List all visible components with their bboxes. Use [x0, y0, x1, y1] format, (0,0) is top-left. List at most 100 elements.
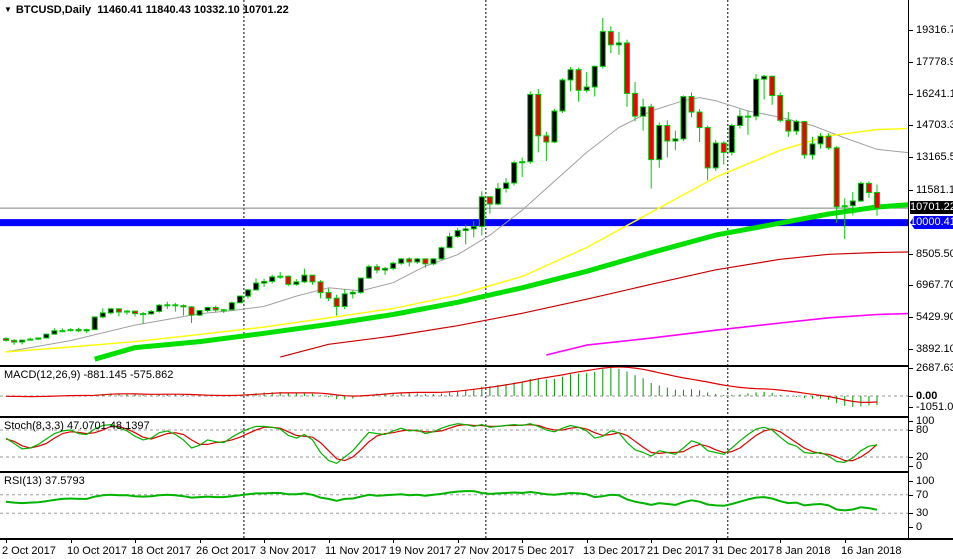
candle-up [591, 65, 598, 88]
axis-tick-mark [909, 368, 913, 369]
candle-up [196, 310, 203, 316]
candle-down [648, 106, 655, 161]
axis-tick-mark [909, 285, 913, 286]
candle-down [873, 191, 880, 209]
ma-line-red [280, 251, 908, 358]
candle-up [753, 78, 760, 117]
axis-tick-mark [909, 407, 913, 408]
rsi-tick-label: 70 [916, 489, 929, 501]
candle-down [865, 182, 872, 193]
date-tick-mark [6, 540, 7, 543]
candle-up [67, 329, 74, 332]
candle-up [527, 93, 534, 163]
candle-down [325, 292, 332, 299]
stoch-tick-label: 0 [916, 460, 923, 472]
candle-down [607, 31, 614, 46]
candle-up [148, 310, 155, 315]
candle-down [623, 42, 630, 94]
candle-down [140, 313, 147, 316]
date-tick-mark [264, 540, 265, 543]
bar-open-value: 11460.41 [97, 4, 143, 16]
candle-up [503, 182, 510, 190]
candle-up [640, 106, 647, 117]
candle-down [535, 93, 542, 137]
macd-tick-label: 0.00 [916, 390, 938, 402]
candle-up [761, 75, 768, 80]
date-tick-label: 3 Nov 2017 [260, 545, 317, 557]
date-axis[interactable]: 2 Oct 2017 10 Oct 2017 18 Oct 2017 26 Oct 2… [0, 538, 953, 559]
date-tick-mark [71, 540, 72, 543]
bar-high-value: 11840.43 [145, 4, 191, 16]
candle-up [228, 302, 235, 311]
candle-down [543, 135, 550, 143]
candle-up [793, 121, 800, 132]
axis-tick-mark [909, 421, 913, 422]
current-price-tag[interactable]: 10701.22 [910, 201, 953, 214]
candle-up [19, 339, 26, 343]
candle-up [35, 337, 42, 340]
candle-up [567, 69, 574, 81]
candle-up [349, 291, 356, 295]
candle-up [83, 329, 90, 332]
candle-down [309, 274, 316, 283]
candle-up [301, 274, 308, 283]
candle-down [75, 329, 82, 332]
candle-up [744, 115, 751, 118]
axis-tick-mark [909, 62, 913, 63]
candle-down [180, 305, 187, 308]
date-tick-label: 11 Nov 2017 [325, 545, 387, 557]
date-tick-mark [587, 540, 588, 543]
candle-up [454, 230, 461, 238]
candle-down [720, 142, 727, 153]
stoch-tick-label: 20 [916, 451, 929, 463]
candle-up [244, 289, 251, 297]
candle-up [857, 182, 864, 202]
candle-up [204, 306, 211, 312]
candle-down [172, 304, 179, 307]
axis-tick-mark [909, 125, 913, 126]
candle-up [236, 295, 243, 304]
hline-price-tag[interactable]: 10000.41 [910, 216, 953, 229]
axis-tick-mark [909, 430, 913, 431]
candle-down [704, 127, 711, 169]
price-tick-label: 3892.10 [916, 343, 953, 355]
candle-up [817, 135, 824, 145]
price-tick-label: 5429.90 [916, 311, 953, 323]
date-tick-mark [780, 540, 781, 543]
candle-up [414, 258, 421, 263]
price-axis[interactable]: 19316.70 17778.90 16241.10 14703.30 13165.50… [908, 0, 953, 538]
axis-tick-mark [909, 457, 913, 458]
candle-up [478, 196, 485, 227]
candle-up [462, 228, 469, 232]
date-tick-label: 31 Dec 2017 [712, 545, 775, 557]
stoch-tick-label: 80 [916, 424, 929, 436]
candle-up [809, 143, 816, 156]
axis-tick-mark [909, 466, 913, 467]
chart-title[interactable]: ▼ BTCUSD,Daily 11460.41 11840.43 10332.10… [4, 4, 289, 16]
stoch-d-line [5, 424, 878, 462]
rsi-tick-label: 100 [916, 475, 935, 487]
date-tick-mark [716, 540, 717, 543]
price-tick-label: 19316.70 [916, 24, 953, 36]
price-tick-label: 17778.90 [916, 56, 953, 68]
price-tick-label: 6967.70 [916, 279, 953, 291]
candle-up [672, 138, 679, 142]
symbol-dropdown-icon[interactable]: ▼ [4, 5, 12, 14]
rsi-tick-label: 30 [916, 507, 929, 519]
candle-up [519, 161, 526, 164]
stoch-indicator-label: Stoch(8,3,3) 47.0701 48.1397 [4, 420, 150, 432]
chart-plot-area[interactable] [0, 0, 908, 538]
stoch-k-line [5, 423, 878, 464]
macd-indicator-label: MACD(12,26,9) -881.145 -575.862 [4, 369, 174, 381]
rsi-tick-label: 0 [916, 521, 923, 533]
candle-down [825, 135, 832, 149]
candle-up [736, 115, 743, 126]
axis-tick-mark [909, 94, 913, 95]
ma-line-magenta [546, 312, 908, 356]
candle-up [99, 312, 106, 318]
axis-tick-mark [909, 254, 913, 255]
date-tick-label: 13 Dec 2017 [583, 545, 646, 557]
axis-tick-mark [909, 527, 913, 528]
candle-up [269, 276, 276, 282]
